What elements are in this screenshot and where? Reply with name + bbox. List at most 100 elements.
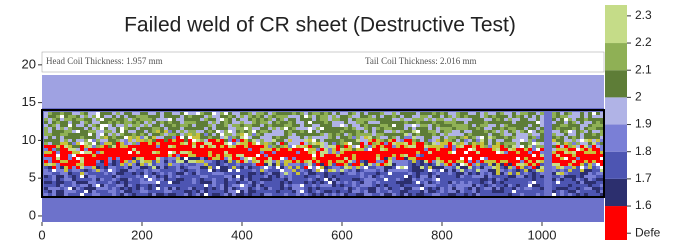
heatmap-cell [200, 112, 204, 115]
heatmap-cell [316, 163, 320, 166]
heatmap-cell [120, 130, 124, 133]
heatmap-cell [372, 193, 376, 196]
heatmap-cell [308, 151, 312, 154]
heatmap-cell [76, 118, 80, 121]
heatmap-cell [304, 124, 308, 127]
heatmap-cell [348, 142, 352, 145]
heatmap-cell [404, 157, 408, 160]
heatmap-cell [332, 121, 336, 124]
heatmap-cell [408, 187, 412, 190]
heatmap-cell [280, 178, 284, 181]
heatmap-cell [236, 148, 240, 151]
heatmap-cell [560, 163, 564, 166]
heatmap-cell [100, 184, 104, 187]
heatmap-cell [72, 136, 76, 139]
heatmap-cell [500, 172, 504, 175]
heatmap-cell [320, 136, 324, 139]
heatmap-cell [332, 112, 336, 115]
heatmap-cell [264, 145, 268, 148]
heatmap-cell [580, 139, 584, 142]
heatmap-cell [124, 118, 128, 121]
heatmap-cell [196, 193, 200, 196]
heatmap-cell [500, 133, 504, 136]
heatmap-cell [128, 157, 132, 160]
heatmap-cell [504, 115, 508, 118]
heatmap-cell [112, 115, 116, 118]
heatmap-cell [404, 142, 408, 145]
heatmap-cell [80, 175, 84, 178]
heatmap-cell [340, 157, 344, 160]
heatmap-cell [60, 172, 64, 175]
heatmap-cell [384, 163, 388, 166]
heatmap-cell [576, 190, 580, 193]
heatmap-cell [460, 163, 464, 166]
heatmap-cell [332, 184, 336, 187]
heatmap-cell [232, 181, 236, 184]
heatmap-cell [484, 133, 488, 136]
heatmap-cell [496, 187, 500, 190]
heatmap-cell [532, 142, 536, 145]
heatmap-cell [100, 139, 104, 142]
heatmap-cell [108, 115, 112, 118]
heatmap-cell [484, 169, 488, 172]
heatmap-cell [520, 166, 524, 169]
heatmap-cell [540, 154, 544, 157]
heatmap-cell [444, 157, 448, 160]
heatmap-cell [552, 172, 556, 175]
heatmap-cell [460, 136, 464, 139]
heatmap-cell [584, 169, 588, 172]
heatmap-cell [136, 139, 140, 142]
heatmap-cell [524, 169, 528, 172]
heatmap-cell [232, 193, 236, 196]
heatmap-cell [448, 154, 452, 157]
heatmap-cell [372, 148, 376, 151]
heatmap-cell [260, 169, 264, 172]
heatmap-cell [100, 187, 104, 190]
heatmap-cell [468, 163, 472, 166]
heatmap-cell [280, 184, 284, 187]
heatmap-cell [524, 139, 528, 142]
heatmap-cell [552, 193, 556, 196]
heatmap-cell [236, 190, 240, 193]
heatmap-cell [232, 187, 236, 190]
heatmap-cell [244, 148, 248, 151]
heatmap-cell [380, 139, 384, 142]
heatmap-cell [524, 187, 528, 190]
heatmap-cell [200, 130, 204, 133]
heatmap-cell [300, 124, 304, 127]
heatmap-cell [152, 160, 156, 163]
heatmap-cell [276, 154, 280, 157]
heatmap-cell [180, 178, 184, 181]
heatmap-cell [244, 136, 248, 139]
heatmap-cell [64, 127, 68, 130]
heatmap-cell [476, 142, 480, 145]
heatmap-cell [136, 115, 140, 118]
heatmap-cell [424, 190, 428, 193]
heatmap-cell [180, 148, 184, 151]
heatmap-cell [164, 151, 168, 154]
heatmap-cell [104, 160, 108, 163]
heatmap-cell [564, 166, 568, 169]
heatmap-cell [292, 115, 296, 118]
heatmap-cell [152, 130, 156, 133]
heatmap-cell [176, 187, 180, 190]
heatmap-cell [100, 127, 104, 130]
heatmap-cell [516, 145, 520, 148]
heatmap-cell [196, 121, 200, 124]
heatmap-cell [488, 151, 492, 154]
heatmap-cell [208, 169, 212, 172]
heatmap-cell [84, 112, 88, 115]
heatmap-cell [180, 163, 184, 166]
heatmap-cell [572, 121, 576, 124]
heatmap-cell [200, 121, 204, 124]
heatmap-cell [516, 184, 520, 187]
heatmap-cell [264, 115, 268, 118]
heatmap-cell [356, 193, 360, 196]
heatmap-cell [264, 181, 268, 184]
heatmap-cell [72, 184, 76, 187]
heatmap-cell [380, 184, 384, 187]
heatmap-cell [324, 121, 328, 124]
heatmap-cell [260, 154, 264, 157]
heatmap-cell [168, 121, 172, 124]
heatmap-cell [504, 154, 508, 157]
